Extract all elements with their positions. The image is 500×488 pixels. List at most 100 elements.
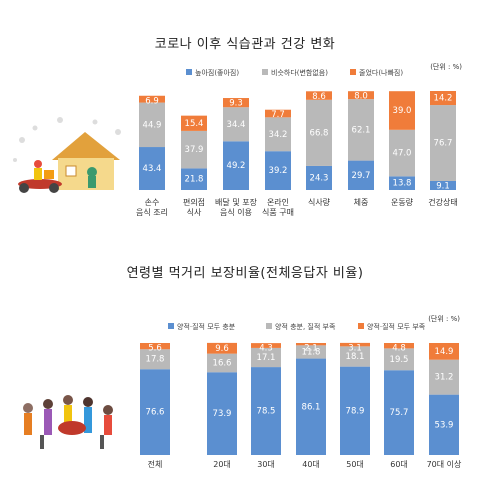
bar-segment <box>140 349 170 370</box>
value-label: 4.8 <box>392 344 406 354</box>
value-label: 9.1 <box>436 181 450 191</box>
bar-segment <box>430 180 456 190</box>
value-label: 86.1 <box>302 402 321 412</box>
value-label: 11.8 <box>302 347 321 357</box>
value-label: 47.0 <box>393 149 412 159</box>
value-label: 78.5 <box>257 407 276 417</box>
bar-segment <box>265 117 291 152</box>
bar-segment <box>430 105 456 181</box>
illustration-house <box>13 117 121 193</box>
bar-segment <box>348 160 374 190</box>
bar-segment <box>429 343 459 360</box>
illustration-family <box>23 395 113 449</box>
value-label: 78.9 <box>346 406 365 416</box>
legend-marker <box>186 69 192 75</box>
value-label: 24.3 <box>310 173 329 183</box>
value-label: 66.8 <box>310 128 329 138</box>
bar-segment <box>181 115 207 131</box>
x-tick-label: 손수 음식 조리 <box>136 198 168 217</box>
bar-segment <box>306 91 332 100</box>
x-tick-label: 50대 <box>346 460 364 469</box>
x-tick-label: 배달 및 포장 음식 이용 <box>215 198 257 217</box>
value-label: 16.6 <box>213 358 232 368</box>
value-label: 19.5 <box>390 355 409 365</box>
value-label: 14.2 <box>434 94 453 104</box>
value-label: 2.1 <box>304 344 318 354</box>
x-tick-label: 60대 <box>390 460 408 469</box>
bar-segment <box>348 91 374 100</box>
bar-segment <box>389 129 415 177</box>
bar-segment <box>384 343 414 349</box>
bar-segment <box>389 176 415 190</box>
x-tick-label: 70대 이상 <box>426 460 462 469</box>
value-label: 62.1 <box>352 125 371 135</box>
bar-segment <box>181 130 207 169</box>
bar-segment <box>430 91 456 106</box>
bar-segment <box>140 343 170 350</box>
x-tick-label: 30대 <box>257 460 275 469</box>
value-label: 4.3 <box>259 344 273 354</box>
x-tick-label: 체중 <box>353 198 369 207</box>
bar-segment <box>139 147 165 190</box>
bar-segment <box>306 165 332 190</box>
bar-segment <box>139 102 165 148</box>
value-label: 8.6 <box>312 92 326 102</box>
value-label: 29.7 <box>352 171 371 181</box>
value-label: 37.9 <box>185 145 204 155</box>
value-label: 39.2 <box>269 166 288 176</box>
value-label: 73.9 <box>213 409 232 419</box>
value-label: 17.8 <box>146 355 165 365</box>
value-label: 76.6 <box>146 408 165 418</box>
legend-label: 양적·질적 모두 부족 <box>367 323 426 331</box>
value-label: 75.7 <box>390 408 409 418</box>
x-tick-label: 편의점 식사 <box>182 198 206 217</box>
legend-label: 비슷하다(변함없음) <box>271 69 328 77</box>
value-label: 7.7 <box>271 110 285 120</box>
bar-segment <box>384 370 414 455</box>
value-label: 49.2 <box>227 161 246 171</box>
value-label: 14.9 <box>435 347 454 357</box>
bar-segment <box>340 346 370 367</box>
value-label: 9.3 <box>229 99 243 109</box>
bar-segment <box>296 345 326 359</box>
value-label: 53.9 <box>435 420 454 430</box>
bar-segment <box>251 343 281 348</box>
x-tick-label: 건강상태 <box>428 198 458 207</box>
legend-label: 양적 충분, 질적 부족 <box>275 323 336 331</box>
legend-marker <box>262 69 268 75</box>
value-label: 15.4 <box>185 119 204 129</box>
bar-segment <box>223 141 249 190</box>
bar-segment <box>429 394 459 455</box>
x-tick-label: 40대 <box>302 460 320 469</box>
value-label: 5.6 <box>148 344 162 354</box>
x-tick-label: 식사량 <box>307 198 331 207</box>
value-label: 8.0 <box>354 92 368 102</box>
x-tick-label: 온라인 식품 구매 <box>262 198 294 217</box>
bar-segment <box>207 372 237 455</box>
legend-marker <box>358 323 364 329</box>
legend-label: 줄었다(나빠짐) <box>359 69 404 77</box>
legend-marker <box>266 323 272 329</box>
bar-segment <box>348 99 374 161</box>
chart-title: 연령별 먹거리 보장비율(전체응답자 비율) <box>126 266 364 281</box>
bar-segment <box>384 348 414 371</box>
legend-label: 양적·질적 모두 충분 <box>177 323 236 331</box>
unit-label: (단위 : %) <box>430 63 462 71</box>
bar-segment <box>389 91 415 130</box>
x-tick-label: 전체 <box>147 460 163 469</box>
legend-label: 높아짐(좋아짐) <box>195 69 240 77</box>
value-label: 6.9 <box>145 96 159 106</box>
value-label: 34.2 <box>269 130 288 140</box>
value-label: 31.2 <box>435 373 454 383</box>
bar-segment <box>429 359 459 395</box>
bar-segment <box>265 109 291 118</box>
value-label: 44.9 <box>143 120 162 130</box>
bar-segment <box>140 369 170 455</box>
value-label: 21.8 <box>185 175 204 185</box>
bar-segment <box>296 358 326 455</box>
x-tick-label: 운동량 <box>390 198 414 207</box>
bar-segment <box>251 347 281 368</box>
bar-segment <box>340 342 370 347</box>
